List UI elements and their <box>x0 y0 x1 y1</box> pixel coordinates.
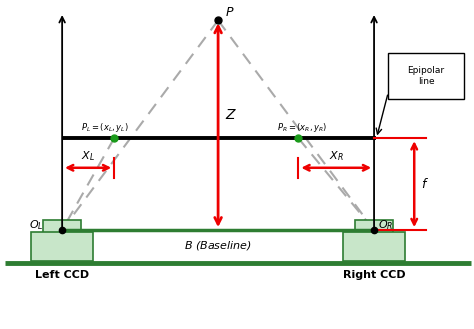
Text: $f$: $f$ <box>421 177 429 191</box>
Bar <box>355 220 393 233</box>
Text: Epipolar
line: Epipolar line <box>408 66 445 86</box>
Text: $O_R$: $O_R$ <box>378 218 393 232</box>
Text: $Z$: $Z$ <box>225 108 237 122</box>
Text: $P_L = (x_L, y_L)$: $P_L = (x_L, y_L)$ <box>81 121 129 134</box>
Bar <box>43 220 81 233</box>
Text: $X_R$: $X_R$ <box>329 150 344 164</box>
Text: $P$: $P$ <box>225 6 235 19</box>
Text: Right CCD: Right CCD <box>343 269 405 280</box>
Text: Left CCD: Left CCD <box>35 269 89 280</box>
Text: $B$ (Baseline): $B$ (Baseline) <box>184 239 252 252</box>
Text: $O_L$: $O_L$ <box>29 218 44 232</box>
Text: $X_L$: $X_L$ <box>81 150 95 164</box>
Bar <box>343 232 405 261</box>
Text: $P_R = (x_R, y_R)$: $P_R = (x_R, y_R)$ <box>277 121 328 134</box>
Bar <box>388 53 464 99</box>
Bar <box>31 232 93 261</box>
